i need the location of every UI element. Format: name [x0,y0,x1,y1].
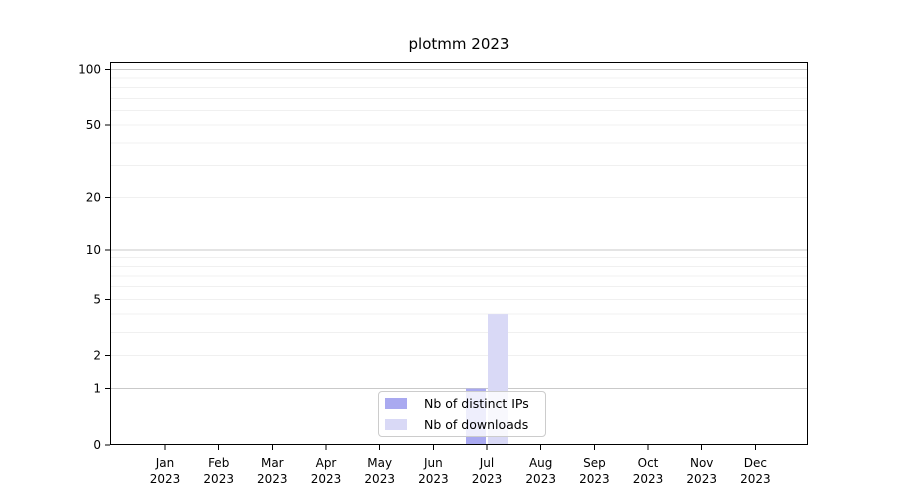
x-tick-label: Aug 2023 [525,456,556,486]
legend-label-distinct-ips: Nb of distinct IPs [424,396,529,411]
x-tick-label: Apr 2023 [311,456,342,486]
legend-label-downloads: Nb of downloads [424,417,529,432]
x-tick-label: Jan 2023 [150,456,181,486]
legend-swatch-distinct-ips [385,398,407,409]
y-tick-label: 0 [93,438,101,452]
x-tick-label: Feb 2023 [203,456,234,486]
y-tick-label: 1 [93,382,101,396]
legend-item-downloads: Nb of downloads [385,414,545,435]
x-tick-label: Oct 2023 [633,456,664,486]
y-tick-label: 20 [86,190,101,204]
x-tick-label: Dec 2023 [740,456,771,486]
legend-swatch-downloads [385,419,407,430]
x-tick-label: Jun 2023 [418,456,449,486]
chart-title: plotmm 2023 [408,35,510,53]
legend: Nb of distinct IPs Nb of downloads [378,391,546,437]
y-tick-label: 2 [93,349,101,363]
y-tick-label: 10 [86,243,101,257]
legend-item-distinct-ips: Nb of distinct IPs [385,393,545,414]
x-tick-label: Nov 2023 [686,456,717,486]
y-tick-label: 5 [93,292,101,306]
x-tick-label: Mar 2023 [257,456,288,486]
x-tick-label: Sep 2023 [579,456,610,486]
x-tick-label: Jul 2023 [472,456,503,486]
x-tick-label: May 2023 [364,456,395,486]
axes-spines [110,62,808,445]
y-tick-label: 100 [78,63,101,77]
y-tick-label: 50 [86,118,101,132]
